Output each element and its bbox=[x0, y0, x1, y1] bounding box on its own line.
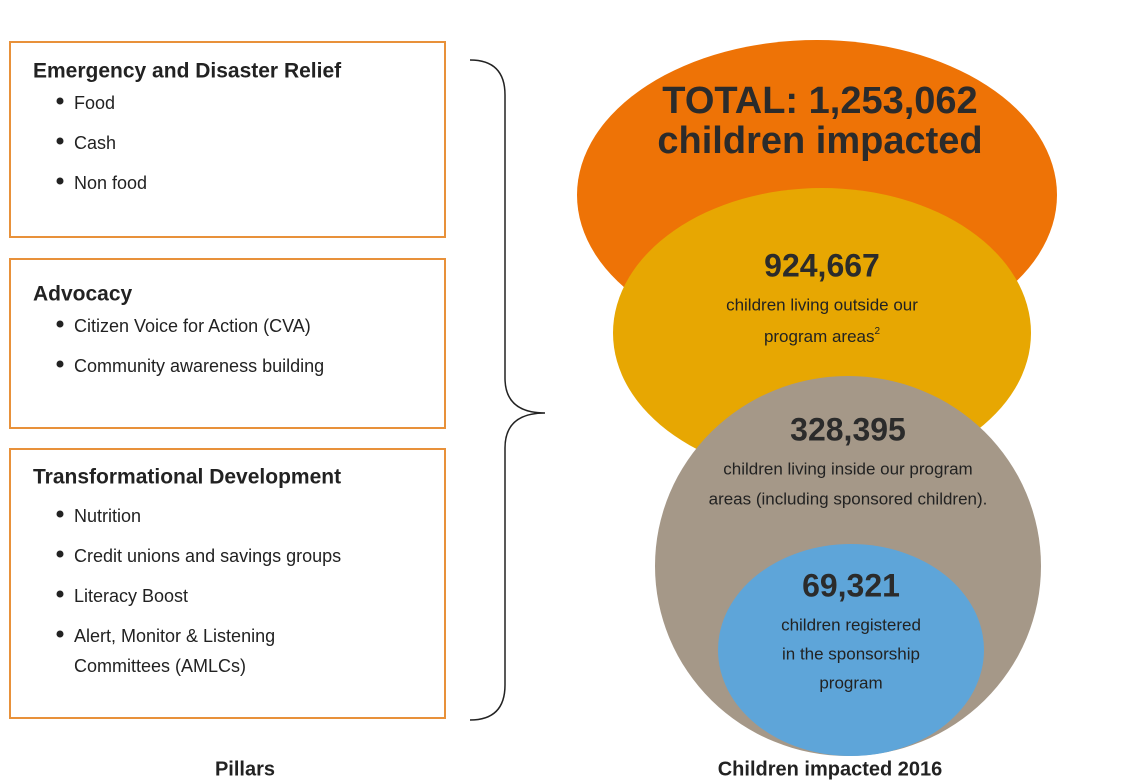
circle-caption: children living inside our program bbox=[723, 459, 972, 478]
bullet-item: Non food bbox=[74, 173, 147, 193]
bullet-item: Cash bbox=[74, 133, 116, 153]
circle-caption: children registered bbox=[781, 615, 921, 634]
circle-sponsored bbox=[718, 544, 984, 756]
footnote-mark: 2 bbox=[875, 326, 881, 337]
footer-label: Pillars bbox=[215, 758, 275, 780]
circle-caption: program bbox=[819, 673, 882, 692]
bullet-item: Credit unions and savings groups bbox=[74, 546, 341, 566]
bullet-item: Literacy Boost bbox=[74, 586, 188, 606]
bullet-item: Nutrition bbox=[74, 506, 141, 526]
circle-caption: areas (including sponsored children). bbox=[709, 489, 988, 508]
bullet-item: Food bbox=[74, 93, 115, 113]
bullet-item: Alert, Monitor & Listening bbox=[74, 626, 275, 646]
pillar-title: Transformational Development bbox=[33, 466, 341, 489]
pillar-box bbox=[9, 448, 446, 719]
pillar-title: Emergency and Disaster Relief bbox=[33, 60, 342, 83]
pillar-box bbox=[9, 41, 446, 238]
bullet-item: Committees (AMLCs) bbox=[74, 656, 246, 676]
circle-number: 328,395 bbox=[790, 411, 906, 447]
total-caption: children impacted bbox=[657, 120, 982, 162]
circle-number: 924,667 bbox=[764, 247, 880, 283]
brace bbox=[469, 59, 546, 721]
total-number: TOTAL: 1,253,062 bbox=[662, 80, 977, 122]
bullets bbox=[56, 97, 64, 638]
bullet-item: Community awareness building bbox=[74, 356, 324, 376]
circle-caption: in the sponsorship bbox=[782, 644, 920, 663]
circle-caption: children living outside our bbox=[726, 295, 918, 314]
pillar-title: Advocacy bbox=[33, 283, 133, 306]
footer-label: Children impacted 2016 bbox=[718, 758, 943, 780]
pillar-box bbox=[9, 258, 446, 429]
circle-number: 69,321 bbox=[802, 567, 900, 603]
bullet-item: Citizen Voice for Action (CVA) bbox=[74, 316, 311, 336]
circle-caption: program areas2 bbox=[764, 326, 881, 347]
caption-text: program areas bbox=[764, 327, 875, 346]
